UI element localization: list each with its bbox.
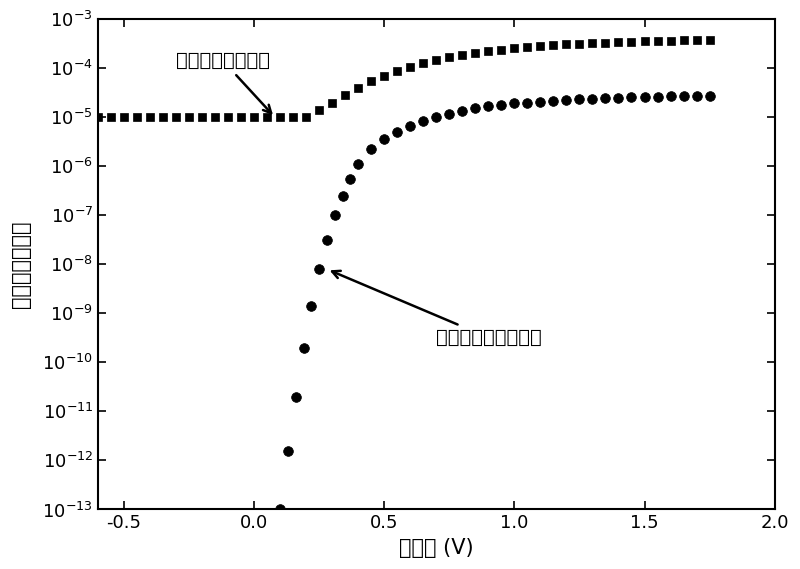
Text: 现有浅槽隔离结构: 现有浅槽隔离结构 bbox=[176, 51, 271, 113]
Y-axis label: 反型载流子浓度: 反型载流子浓度 bbox=[11, 221, 31, 308]
Text: 本发明浅槽隔离结构: 本发明浅槽隔离结构 bbox=[332, 271, 542, 347]
X-axis label: 栅电压 (V): 栅电压 (V) bbox=[399, 538, 474, 558]
